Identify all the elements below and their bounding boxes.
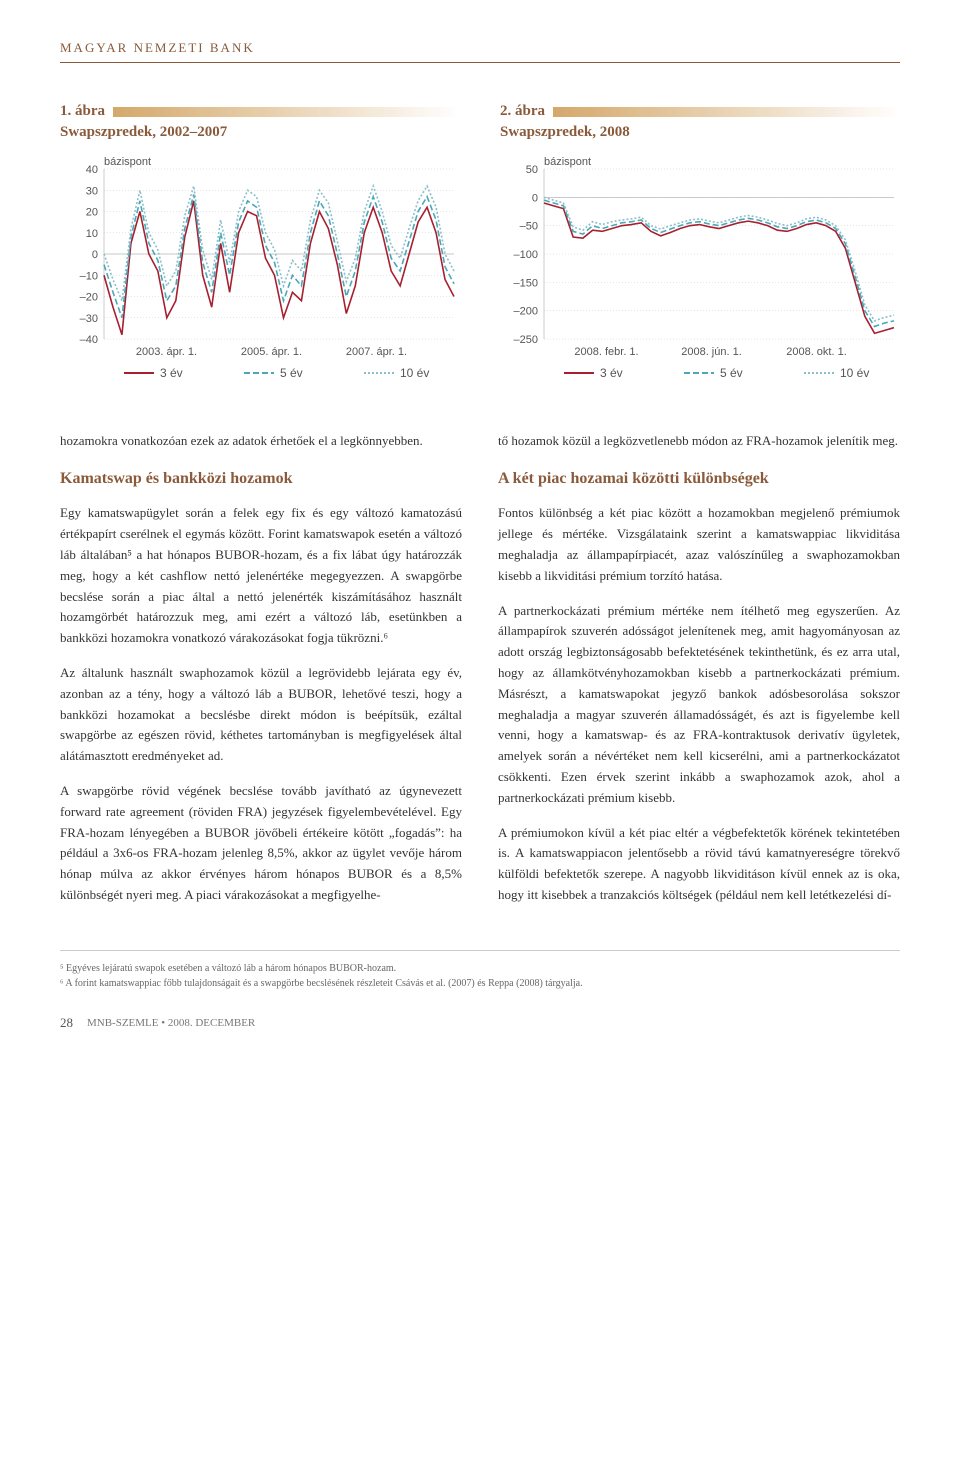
p1: Egy kamatswapügylet során a felek egy fi… [60, 503, 462, 649]
footnotes: ⁵ Egyéves lejáratú swapok esetében a vál… [60, 950, 900, 991]
page-number: 28 [60, 1015, 73, 1031]
body-columns: hozamokra vonatkozóan ezek az adatok érh… [60, 431, 900, 920]
footnote-6: ⁶ A forint kamatswappiac főbb tulajdonsá… [60, 976, 900, 991]
p4: Fontos különbség a két piac között a hoz… [498, 503, 900, 586]
svg-text:0: 0 [532, 192, 538, 204]
chart-2-ylabel: bázispont [544, 156, 591, 168]
p-lead: hozamokra vonatkozóan ezek az adatok érh… [60, 431, 462, 452]
chart-2: bázispont –250 –200 –150 –100 –50 0 50 2008. f… [500, 151, 900, 391]
chart-2-series [544, 197, 894, 333]
chart-2-legend: 3 év 5 év 10 év [564, 366, 869, 380]
chart-1-yticks: –40 –30 –20 –10 0 10 20 30 40 [80, 164, 98, 346]
p-right-lead: tő hozamok közül a legközvetlenebb módon… [498, 431, 900, 452]
chart-1-title: Swapszpredek, 2002–2007 [60, 124, 460, 141]
chart-2-xticks: 2008. febr. 1. 2008. jún. 1. 2008. okt. 1. [574, 346, 846, 358]
svg-text:10 év: 10 év [840, 366, 869, 380]
svg-text:2008. febr. 1.: 2008. febr. 1. [574, 346, 638, 358]
svg-text:20: 20 [86, 207, 98, 219]
title-accent [553, 107, 900, 117]
running-header: MAGYAR NEMZETI BANK [60, 40, 900, 63]
chart-1-legend: 3 év 5 év 10 év [124, 366, 429, 380]
svg-text:–10: –10 [80, 270, 98, 282]
svg-text:–250: –250 [514, 334, 538, 346]
svg-text:30: 30 [86, 185, 98, 197]
svg-text:40: 40 [86, 164, 98, 176]
h-swap: Kamatswap és bankközi hozamok [60, 466, 462, 492]
svg-text:10 év: 10 év [400, 366, 429, 380]
svg-text:3 év: 3 év [600, 366, 623, 380]
svg-text:2008. okt. 1.: 2008. okt. 1. [786, 346, 847, 358]
chart-1-ylabel: bázispont [104, 156, 151, 168]
svg-text:–150: –150 [514, 277, 538, 289]
p2: Az általunk használt swaphozamok közül a… [60, 663, 462, 767]
svg-text:–200: –200 [514, 306, 538, 318]
svg-text:50: 50 [526, 164, 538, 176]
svg-text:2005. ápr. 1.: 2005. ápr. 1. [241, 346, 302, 358]
chart-1-grid [104, 169, 454, 339]
p6: A prémiumokon kívül a két piac eltér a v… [498, 823, 900, 906]
chart-2-yticks: –250 –200 –150 –100 –50 0 50 [514, 164, 538, 346]
svg-text:–30: –30 [80, 313, 98, 325]
chart-1-xticks: 2003. ápr. 1. 2005. ápr. 1. 2007. ápr. 1. [136, 346, 407, 358]
title-accent [113, 107, 460, 117]
svg-text:–20: –20 [80, 292, 98, 304]
svg-text:10: 10 [86, 228, 98, 240]
svg-text:2007. ápr. 1.: 2007. ápr. 1. [346, 346, 407, 358]
chart-2-title: Swapszpredek, 2008 [500, 124, 900, 141]
footnote-5: ⁵ Egyéves lejáratú swapok esetében a vál… [60, 961, 900, 976]
chart-1: bázispont –40 –30 –20 –10 0 10 20 30 40 2003. áp… [60, 151, 460, 391]
charts-row: 1. ábra Swapszpredek, 2002–2007 bázispon… [60, 103, 900, 391]
p5: A partnerkockázati prémium mértéke nem í… [498, 601, 900, 809]
svg-text:0: 0 [92, 249, 98, 261]
svg-text:5 év: 5 év [280, 366, 303, 380]
chart-2-box: 2. ábra Swapszpredek, 2008 bázispont –25… [500, 103, 900, 391]
svg-text:3 év: 3 év [160, 366, 183, 380]
page-footer: 28 MNB-SZEMLE • 2008. DECEMBER [60, 1015, 900, 1031]
svg-text:–50: –50 [520, 221, 538, 233]
svg-text:2003. ápr. 1.: 2003. ápr. 1. [136, 346, 197, 358]
p3: A swapgörbe rövid végének becslése továb… [60, 781, 462, 906]
chart-2-num: 2. ábra [500, 103, 545, 120]
h-diff: A két piac hozamai közötti különbségek [498, 466, 900, 492]
footer-text: MNB-SZEMLE • 2008. DECEMBER [87, 1017, 255, 1029]
svg-text:–100: –100 [514, 249, 538, 261]
chart-1-num: 1. ábra [60, 103, 105, 120]
chart-2-grid [544, 169, 894, 339]
chart-1-series [104, 186, 454, 335]
chart-1-box: 1. ábra Swapszpredek, 2002–2007 bázispon… [60, 103, 460, 391]
svg-text:–40: –40 [80, 334, 98, 346]
svg-text:2008. jún. 1.: 2008. jún. 1. [681, 346, 742, 358]
svg-text:5 év: 5 év [720, 366, 743, 380]
